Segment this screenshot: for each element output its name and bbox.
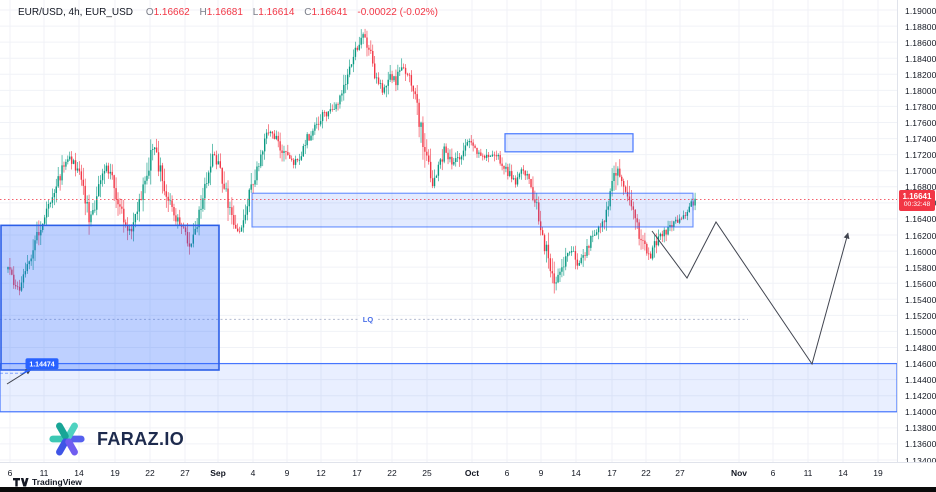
price-tick-label: 1.13600 (905, 439, 936, 450)
last-price-badge: 1.16641 00:32:48 (899, 190, 935, 211)
time-tick-label: 19 (873, 468, 883, 478)
time-tick-label: 19 (110, 468, 120, 478)
open-value: 1.16662 (153, 7, 190, 18)
price-tick-label: 1.15200 (905, 310, 936, 321)
level-tag-pointer (20, 369, 35, 375)
time-tick-label: 25 (422, 468, 432, 478)
time-tick-label: 22 (641, 468, 651, 478)
lq-label-bg (360, 314, 376, 324)
time-tick-label: 14 (571, 468, 581, 478)
tradingview-attribution[interactable]: TradingView (13, 477, 82, 487)
price-tick-label: 1.14400 (905, 375, 936, 386)
price-tick-label: 1.17600 (905, 118, 936, 128)
open-key: O (145, 7, 154, 18)
time-tick-label: 6 (770, 468, 776, 478)
zone-supply-mid[interactable] (251, 192, 694, 228)
time-axis[interactable]: 6 11 14 19 22 27 Sep 4 9 12 17 22 25 Oct 6 9 14 17 22 27 Nov… (0, 462, 936, 488)
price-tick-label: 1.14800 (905, 343, 936, 353)
symbol-title[interactable]: EUR/USD, 4h, EUR_USD (18, 7, 134, 18)
bar-countdown: 00:32:48 (903, 201, 931, 209)
price-tick-label: 1.13800 (905, 423, 936, 434)
price-axis[interactable]: 1.19000 1.18800 1.18600 1.18400 1.18200 1.180… (897, 0, 936, 466)
zone-demand-bottom[interactable] (0, 362, 897, 413)
candlestick-chart[interactable]: LQ 1.14474 (0, 0, 897, 462)
price-tick-label: 1.16800 (905, 182, 936, 193)
price-tick-label: 1.17000 (905, 166, 936, 177)
time-tick-label: 27 (180, 468, 190, 478)
tradingview-attribution-label[interactable]: TradingView (32, 477, 82, 487)
chart-pane[interactable]: LQ 1.14474 EUR/USD, 4h, EUR_USD O1.16662 … (0, 0, 897, 462)
last-price-value: 1.16641 (902, 191, 932, 201)
price-tick-label: 1.18000 (905, 85, 936, 96)
price-tick-label: 1.19000 (905, 5, 936, 16)
price-tick-label: 1.18400 (905, 53, 936, 64)
price-tick-label: 1.14000 (905, 407, 936, 418)
brand-watermark: FARAZ.IO (46, 418, 184, 460)
time-tick-label: 14 (838, 468, 848, 478)
projection-path[interactable] (651, 221, 850, 366)
time-tick-label: Oct (464, 468, 480, 478)
level-tag-label: 1.14474 (29, 361, 54, 368)
level-tag[interactable] (25, 358, 59, 370)
time-tick-label: 6 (7, 468, 13, 478)
time-tick-label: 4 (250, 468, 256, 478)
price-tick-label: 1.15400 (905, 294, 936, 305)
time-tick-label: Nov (730, 468, 748, 478)
faraz-asterisk-icon (49, 422, 85, 456)
price-tick-label: 1.16400 (905, 214, 936, 225)
price-tick-label: 1.13400 (905, 455, 936, 466)
symbol-header[interactable]: EUR/USD, 4h, EUR_USD O1.16662 H1.16681 L… (18, 7, 438, 18)
time-tick-label: Sep (210, 468, 226, 478)
time-tick-label: 22 (387, 468, 397, 478)
tradingview-logo-icon (13, 477, 29, 486)
time-tick-label: 9 (284, 468, 290, 478)
price-tick-label: 1.15800 (905, 262, 936, 273)
time-tick-label: 17 (607, 468, 617, 478)
high-value: 1.16681 (206, 7, 243, 18)
lq-label[interactable]: LQ (363, 315, 374, 324)
price-tick-label: 1.17200 (905, 150, 936, 161)
time-tick-label: 12 (316, 468, 326, 478)
zone-supply-top[interactable] (504, 133, 634, 153)
bottom-border-bar (0, 487, 936, 492)
zone-demand-left[interactable] (0, 224, 220, 371)
price-tick-label: 1.17400 (905, 134, 936, 145)
low-value: 1.16614 (258, 7, 295, 18)
brand-text: FARAZ.IO (97, 428, 185, 449)
time-tick-label: 6 (504, 468, 510, 478)
time-tick-label: 17 (352, 468, 362, 478)
time-tick-label: 11 (39, 468, 49, 478)
price-tick-label: 1.14200 (905, 391, 936, 402)
price-tick-label: 1.16200 (905, 230, 936, 241)
high-key: H (199, 7, 207, 18)
close-value: 1.16641 (311, 7, 348, 18)
price-tick-label: 1.14600 (905, 359, 936, 370)
time-tick-label: 11 (803, 468, 813, 478)
price-tick-label: 1.16000 (905, 246, 936, 257)
time-tick-label: 14 (74, 468, 84, 478)
time-tick-label: 27 (675, 468, 685, 478)
price-tick-label: 1.17800 (905, 101, 936, 112)
price-tick-label: 1.15000 (905, 326, 936, 337)
price-tick-label: 1.18800 (905, 21, 936, 32)
low-key: L (252, 7, 259, 18)
time-tick-label: 9 (538, 468, 544, 478)
price-tick-label: 1.18200 (905, 69, 936, 80)
change-value: -0.00022 (-0.02%) (357, 7, 438, 18)
price-tick-label: 1.15600 (905, 278, 936, 289)
price-tick-label: 1.18600 (905, 37, 936, 48)
time-tick-label: 22 (145, 468, 155, 478)
close-key: C (304, 7, 312, 18)
